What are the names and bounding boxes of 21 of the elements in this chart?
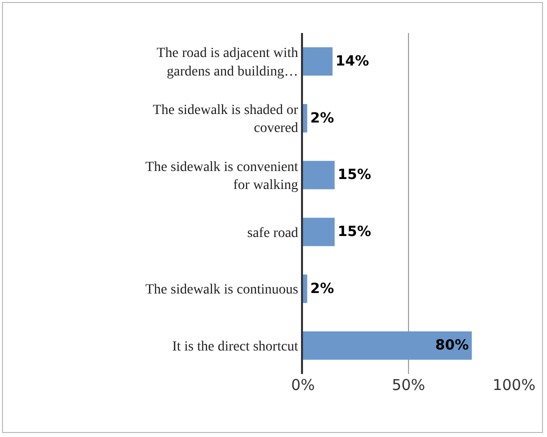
y-tick-label: The sidewalk is continuous	[145, 282, 298, 298]
data-label: 2%	[310, 110, 334, 126]
data-label: 15%	[338, 167, 372, 184]
x-tick-label: 0%	[291, 376, 315, 394]
y-tick-label: It is the direct shortcut	[172, 339, 298, 354]
data-label: 80%	[435, 338, 469, 354]
data-label: 14%	[336, 53, 370, 70]
bar	[303, 47, 333, 76]
bar	[303, 104, 308, 132]
bar	[303, 274, 308, 303]
bar	[303, 218, 335, 246]
y-tick-label: The sidewalk is shaded or covered	[152, 103, 299, 136]
bar	[303, 331, 472, 360]
x-tick-label: 50%	[392, 376, 426, 394]
y-tick-label: safe road	[247, 226, 298, 241]
x-tick-label: 100%	[492, 376, 536, 394]
y-tick-label: The sidewalk is convenient for walking	[145, 160, 298, 194]
bar	[303, 160, 335, 190]
data-label: 2%	[310, 280, 334, 297]
y-tick-label: The road is adjacent with gardens and building…	[156, 46, 298, 80]
data-label: 15%	[338, 224, 372, 240]
